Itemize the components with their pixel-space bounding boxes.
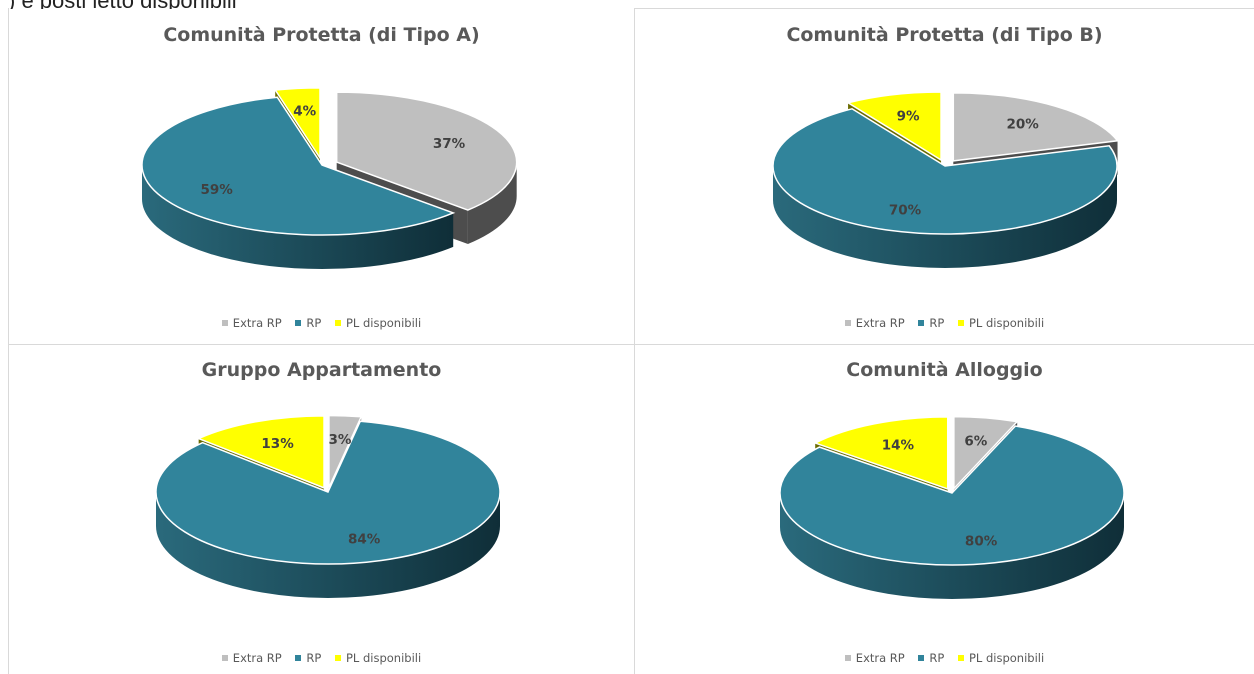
legend-item-pl-disponibili: PL disponibili bbox=[957, 651, 1045, 665]
panel-divider-horizontal bbox=[8, 344, 1254, 345]
legend-swatch-rp bbox=[295, 320, 302, 326]
slice-label-pl-disponibili: 14% bbox=[882, 438, 915, 454]
legend-swatch-extra-rp bbox=[221, 320, 228, 326]
slice-label-extra-rp: 3% bbox=[328, 432, 351, 448]
legend-swatch-pl-disponibili bbox=[957, 655, 964, 661]
slice-wall-rp bbox=[156, 492, 500, 598]
legend-swatch-pl-disponibili bbox=[334, 655, 341, 661]
pie-slice-pl-disponibili bbox=[273, 87, 321, 161]
pie-tops bbox=[772, 91, 1119, 235]
pie-tops bbox=[141, 87, 518, 236]
legend-item-rp: RP bbox=[295, 651, 321, 665]
slice-label-rp: 84% bbox=[348, 532, 381, 548]
slice-label-pl-disponibili: 4% bbox=[293, 104, 316, 120]
panel-border-left bbox=[8, 8, 9, 674]
pie-slice-extra-rp bbox=[952, 92, 1119, 162]
pie-labels: 6% 80% 14% bbox=[882, 433, 998, 549]
chart-legend: Extra RP RP PL disponibili bbox=[9, 316, 634, 330]
legend-label-pl-disponibili: PL disponibili bbox=[345, 316, 422, 330]
legend-label-extra-rp: Extra RP bbox=[855, 651, 905, 665]
panel-border-top bbox=[634, 8, 1254, 9]
legend-item-rp: RP bbox=[295, 316, 321, 330]
legend-item-rp: RP bbox=[918, 316, 944, 330]
chart-panel-comunita-alloggio: Comunità Alloggio 6% 80% 14% Extra RP RP P… bbox=[635, 345, 1254, 674]
slice-label-rp: 70% bbox=[889, 202, 922, 218]
slice-label-rp: 80% bbox=[965, 533, 998, 549]
legend-swatch-pl-disponibili bbox=[957, 320, 964, 326]
legend-swatch-extra-rp bbox=[844, 320, 851, 326]
chart-panel-tipo-a: Comunità Protetta (di Tipo A) 37% 59% 4% E… bbox=[9, 9, 634, 344]
legend-swatch-extra-rp bbox=[844, 655, 851, 661]
slice-wall-rp bbox=[142, 165, 454, 270]
pie-chart-comunita-alloggio: 6% 80% 14% bbox=[779, 415, 1125, 599]
pie-chart-tipo-b: 20% 70% 9% bbox=[772, 91, 1119, 268]
legend-label-extra-rp: Extra RP bbox=[855, 316, 905, 330]
pie-slice-extra-rp bbox=[328, 414, 363, 488]
legend-swatch-rp bbox=[918, 655, 925, 661]
pie-slice-rp bbox=[155, 420, 501, 565]
legend-item-pl-disponibili: PL disponibili bbox=[334, 651, 422, 665]
chart-title: Comunità Alloggio bbox=[846, 359, 1043, 381]
pie-slice-rp bbox=[141, 96, 456, 236]
legend-label-extra-rp: Extra RP bbox=[232, 651, 282, 665]
legend-swatch-rp bbox=[918, 320, 925, 326]
chart-title: Comunità Protetta (di Tipo A) bbox=[163, 24, 480, 46]
chart-panel-tipo-b: Comunità Protetta (di Tipo B) 20% 70% 9% E… bbox=[635, 9, 1254, 344]
chart-panel-gruppo-appartamento: Gruppo Appartamento 3% 84% 13% Extra RP RP… bbox=[9, 345, 634, 674]
pie-labels: 20% 70% 9% bbox=[889, 109, 1039, 219]
slice-label-rp: 59% bbox=[200, 182, 233, 198]
pie-labels: 3% 84% 13% bbox=[261, 432, 380, 548]
slice-wall-rp bbox=[780, 493, 1124, 599]
pie-slice-pl-disponibili bbox=[813, 416, 949, 490]
pie-slice-rp bbox=[772, 107, 1118, 235]
legend-item-extra-rp: Extra RP bbox=[221, 651, 282, 665]
pie-chart-tipo-a: 37% 59% 4% bbox=[141, 87, 518, 270]
chart-title: Comunità Protetta (di Tipo B) bbox=[786, 24, 1103, 46]
legend-label-rp: RP bbox=[306, 651, 322, 665]
legend-swatch-rp bbox=[295, 655, 302, 661]
panel-divider-vertical bbox=[634, 8, 635, 674]
legend-item-rp: RP bbox=[918, 651, 944, 665]
pie-slice-rp bbox=[779, 425, 1125, 566]
legend-item-extra-rp: Extra RP bbox=[844, 316, 905, 330]
slice-label-extra-rp: 37% bbox=[433, 136, 466, 152]
legend-label-rp: RP bbox=[929, 651, 945, 665]
slice-label-pl-disponibili: 13% bbox=[261, 436, 294, 452]
pie-tops bbox=[779, 415, 1125, 566]
legend-item-pl-disponibili: PL disponibili bbox=[957, 316, 1045, 330]
slice-wall-rp bbox=[773, 166, 1117, 268]
chart-title: Gruppo Appartamento bbox=[201, 359, 442, 381]
legend-label-extra-rp: Extra RP bbox=[232, 316, 282, 330]
legend-swatch-extra-rp bbox=[221, 655, 228, 661]
pie-slice-extra-rp bbox=[335, 91, 518, 211]
legend-label-pl-disponibili: PL disponibili bbox=[968, 651, 1045, 665]
pie-chart-gruppo-appartamento: 3% 84% 13% bbox=[155, 414, 501, 598]
chart-legend: Extra RP RP PL disponibili bbox=[635, 651, 1254, 665]
slice-label-pl-disponibili: 9% bbox=[897, 109, 920, 125]
slice-label-extra-rp: 20% bbox=[1006, 117, 1039, 133]
legend-item-extra-rp: Extra RP bbox=[844, 651, 905, 665]
pie-slice-extra-rp bbox=[953, 415, 1019, 491]
legend-label-pl-disponibili: PL disponibili bbox=[968, 316, 1045, 330]
slice-label-extra-rp: 6% bbox=[964, 433, 987, 449]
slice-wall-extra-rp bbox=[467, 162, 517, 245]
legend-item-extra-rp: Extra RP bbox=[221, 316, 282, 330]
legend-label-rp: RP bbox=[306, 316, 322, 330]
chart-legend: Extra RP RP PL disponibili bbox=[9, 651, 634, 665]
pie-slice-pl-disponibili bbox=[846, 91, 942, 162]
legend-label-rp: RP bbox=[929, 316, 945, 330]
legend-item-pl-disponibili: PL disponibili bbox=[334, 316, 422, 330]
chart-legend: Extra RP RP PL disponibili bbox=[635, 316, 1254, 330]
legend-swatch-pl-disponibili bbox=[334, 320, 341, 326]
pie-tops bbox=[155, 414, 501, 565]
pie-slice-pl-disponibili bbox=[196, 415, 325, 489]
pie-labels: 37% 59% 4% bbox=[200, 104, 465, 199]
legend-label-pl-disponibili: PL disponibili bbox=[345, 651, 422, 665]
